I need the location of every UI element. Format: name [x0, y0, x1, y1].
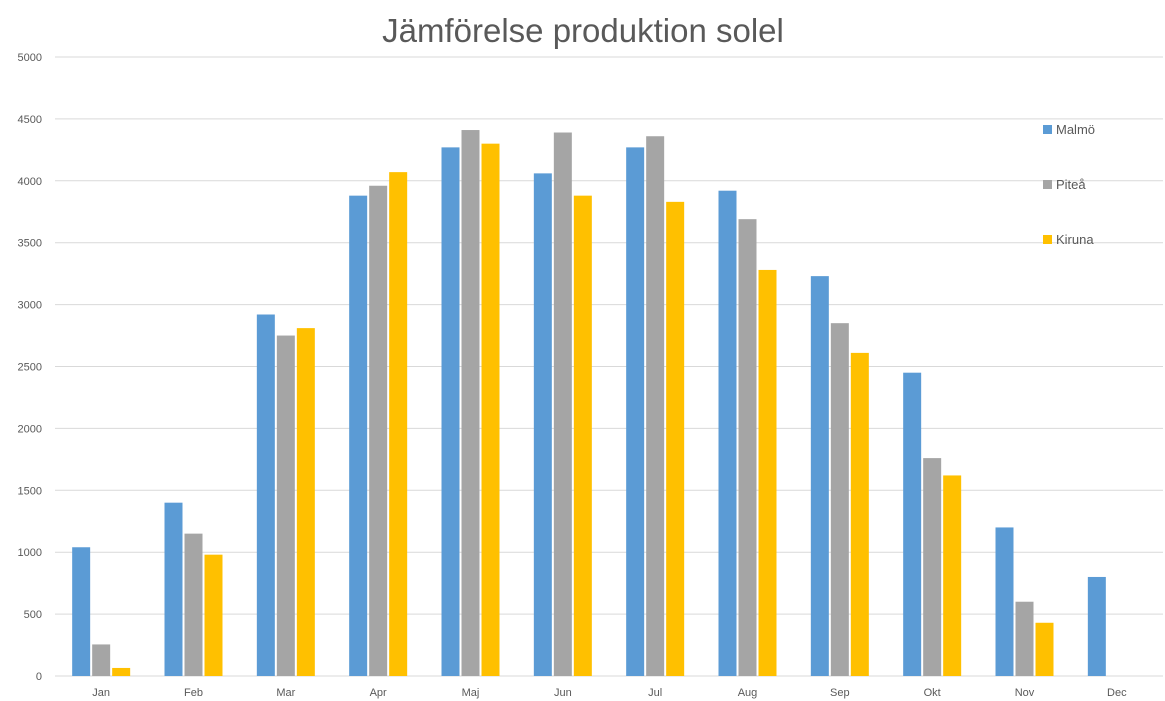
bar-piteå-feb	[184, 533, 203, 676]
bar-piteå-mar	[276, 335, 295, 676]
legend-label: Malmö	[1056, 122, 1095, 137]
bar-kiruna-jan	[112, 667, 131, 676]
bar-malmö-dec	[1087, 576, 1106, 676]
gridlines	[55, 56, 1163, 677]
y-tick-label: 2000	[18, 423, 42, 435]
bar-piteå-maj	[461, 130, 480, 677]
bar-kiruna-okt	[943, 475, 962, 676]
x-tick-label: Jan	[92, 687, 110, 699]
bar-kiruna-sep	[850, 352, 869, 676]
legend-label: Piteå	[1056, 177, 1086, 192]
x-tick-label: Okt	[924, 687, 941, 699]
bar-malmö-jul	[626, 147, 645, 676]
bar-kiruna-aug	[758, 269, 777, 676]
y-tick-label: 3500	[18, 238, 42, 250]
x-tick-label: Nov	[1015, 687, 1035, 699]
bar-piteå-aug	[738, 219, 757, 677]
x-tick-label: Maj	[462, 687, 480, 699]
x-tick-label: Mar	[276, 687, 295, 699]
y-axis-ticks: 0 500 1000 1500 2000 2500 3000 3500 4000 4500 5000	[18, 52, 42, 683]
x-tick-label: Feb	[184, 687, 203, 699]
bar-piteå-jul	[646, 136, 665, 676]
bar-kiruna-feb	[204, 554, 223, 676]
x-tick-label: Jun	[554, 687, 572, 699]
bar-malmö-okt	[903, 372, 922, 676]
bar-kiruna-mar	[296, 328, 315, 676]
bar-kiruna-apr	[389, 172, 408, 676]
y-tick-label: 1500	[18, 485, 42, 497]
x-axis-ticks: Jan Feb Mar Apr Maj Jun Jul Aug Sep Okt Nov Dec	[92, 687, 1127, 699]
bars	[72, 130, 1106, 677]
bar-kiruna-jul	[666, 201, 685, 676]
bar-piteå-okt	[923, 458, 942, 676]
chart-title: Jämförelse produktion solel	[382, 12, 784, 49]
bar-malmö-sep	[810, 276, 829, 676]
bar-piteå-sep	[830, 323, 849, 676]
y-tick-label: 0	[36, 671, 42, 683]
bar-kiruna-nov	[1035, 622, 1054, 676]
bar-malmö-jan	[72, 547, 91, 676]
bar-piteå-jan	[92, 644, 111, 676]
x-tick-label: Aug	[738, 687, 758, 699]
y-tick-label: 2500	[18, 362, 42, 374]
legend-label: Kiruna	[1056, 232, 1094, 247]
bar-malmö-apr	[349, 195, 368, 676]
y-tick-label: 500	[24, 609, 42, 621]
x-tick-label: Dec	[1107, 687, 1127, 699]
x-tick-label: Jul	[648, 687, 662, 699]
legend-swatch	[1043, 125, 1052, 134]
bar-piteå-jun	[553, 132, 572, 676]
y-tick-label: 4000	[18, 176, 42, 188]
bar-piteå-apr	[369, 185, 388, 676]
bar-malmö-maj	[441, 147, 460, 676]
bar-malmö-feb	[164, 502, 183, 676]
bar-malmö-jun	[533, 173, 552, 676]
x-tick-label: Sep	[830, 687, 850, 699]
legend-swatch	[1043, 180, 1052, 189]
legend: Malmö Piteå Kiruna	[1043, 122, 1095, 247]
bar-malmö-mar	[256, 314, 275, 676]
legend-swatch	[1043, 235, 1052, 244]
y-tick-label: 5000	[18, 52, 42, 64]
bar-malmö-aug	[718, 190, 737, 677]
y-tick-label: 4500	[18, 114, 42, 126]
bar-kiruna-jun	[573, 195, 592, 676]
bar-kiruna-maj	[481, 143, 500, 676]
bar-malmö-nov	[995, 527, 1014, 676]
y-tick-label: 1000	[18, 547, 42, 559]
x-tick-label: Apr	[370, 687, 387, 699]
y-tick-label: 3000	[18, 300, 42, 312]
bar-piteå-nov	[1015, 601, 1034, 676]
